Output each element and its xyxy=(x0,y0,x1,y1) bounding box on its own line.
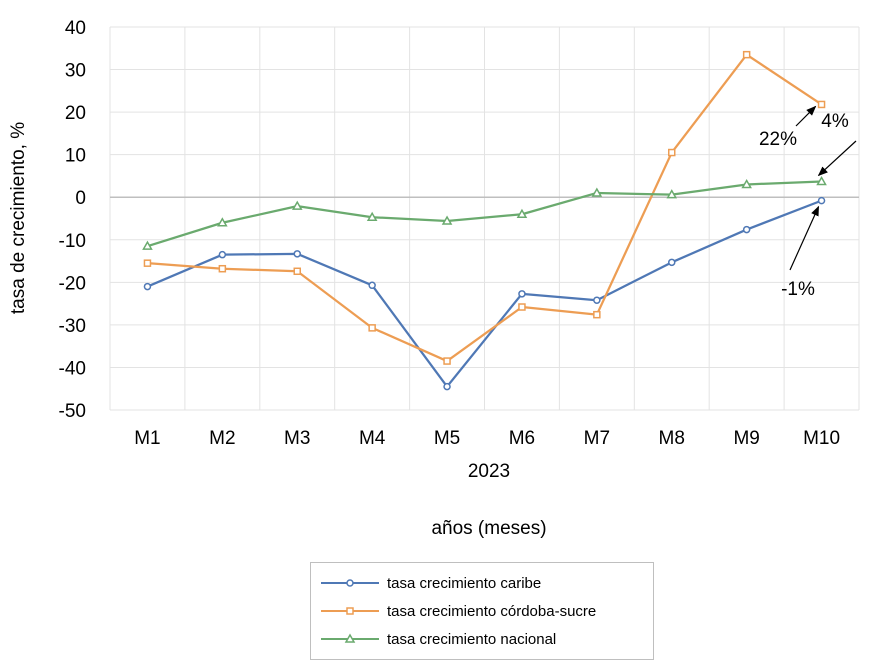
data-point xyxy=(293,267,301,276)
legend-swatch-nacional xyxy=(321,632,379,646)
data-point xyxy=(518,290,526,298)
data-point xyxy=(368,324,376,332)
data-point xyxy=(518,303,526,311)
data-point xyxy=(816,175,827,186)
y-tick-label: -10 xyxy=(59,231,86,252)
x-tick-label: M9 xyxy=(733,428,759,449)
annotation-label: 4% xyxy=(821,111,849,132)
annotation-arrow xyxy=(817,140,857,177)
y-tick-label: 30 xyxy=(65,61,86,82)
series-line xyxy=(147,53,823,363)
axes: 40 30 20 10 0 -10 -20 -30 -40 -50 M1 M2 M3 M4 M5 M6 M7 M8… xyxy=(59,18,841,449)
legend-swatch-cordoba-sucre xyxy=(321,604,379,618)
series-1 xyxy=(143,50,826,365)
series-line xyxy=(147,199,822,388)
annotations: 22% 4% -1% xyxy=(759,105,857,300)
x-tick-label: M1 xyxy=(134,428,160,449)
x-tick-label: M5 xyxy=(434,428,460,449)
data-point xyxy=(218,250,227,259)
legend-item-caribe: tasa crecimiento caribe xyxy=(321,571,541,595)
legend-label-cordoba-sucre: tasa crecimiento córdoba-sucre xyxy=(387,602,597,620)
x-axis-title: años (meses) xyxy=(431,518,546,539)
series-0 xyxy=(143,196,826,391)
data-point xyxy=(143,259,152,267)
data-point xyxy=(668,148,676,157)
y-tick-label: -50 xyxy=(59,401,86,422)
x-axis-group-label: 2023 xyxy=(468,461,510,482)
x-tick-label: M6 xyxy=(509,428,535,449)
y-tick-label: -40 xyxy=(59,358,86,379)
x-tick-label: M7 xyxy=(584,428,610,449)
data-point xyxy=(366,211,378,221)
y-tick-label: 10 xyxy=(65,146,86,167)
x-tick-label: M10 xyxy=(803,428,840,449)
data-point xyxy=(218,264,227,273)
data-point xyxy=(143,282,152,291)
data-point xyxy=(817,196,826,205)
series-group xyxy=(142,50,827,391)
series-2 xyxy=(142,175,827,250)
annotation-arrow xyxy=(795,105,817,127)
data-point xyxy=(666,189,678,199)
data-point xyxy=(368,281,376,290)
data-point xyxy=(742,225,751,234)
y-tick-label: -20 xyxy=(59,273,86,294)
y-tick-label: 40 xyxy=(65,18,86,39)
y-tick-label: 0 xyxy=(75,188,86,209)
legend-swatch-caribe xyxy=(321,576,379,590)
data-point xyxy=(441,215,453,225)
x-tick-label: M2 xyxy=(209,428,235,449)
data-point xyxy=(293,250,301,258)
data-point xyxy=(593,310,601,319)
data-point xyxy=(443,357,451,365)
data-point xyxy=(291,200,303,210)
legend-label-nacional: tasa crecimiento nacional xyxy=(387,630,557,648)
y-tick-label: -30 xyxy=(59,316,86,337)
data-point xyxy=(741,178,752,189)
y-tick-label: 20 xyxy=(65,103,86,124)
data-point xyxy=(593,296,601,304)
annotation-label: -1% xyxy=(781,279,815,300)
data-point xyxy=(516,208,528,218)
series-line xyxy=(147,180,822,248)
x-tick-label: M4 xyxy=(359,428,386,449)
data-point xyxy=(817,100,826,109)
x-tick-label: M8 xyxy=(659,428,685,449)
data-point xyxy=(443,382,451,391)
legend-label-caribe: tasa crecimiento caribe xyxy=(387,574,542,592)
legend: tasa crecimiento caribe tasa crecimiento… xyxy=(310,562,654,660)
y-axis-title: tasa de crecimiento, % xyxy=(8,122,29,314)
legend-item-cordoba-sucre: tasa crecimiento córdoba-sucre xyxy=(321,599,596,623)
x-tick-label: M3 xyxy=(284,428,310,449)
data-point xyxy=(742,50,751,59)
annotation-arrow xyxy=(789,205,820,271)
data-point xyxy=(591,187,603,197)
legend-item-nacional: tasa crecimiento nacional xyxy=(321,627,556,651)
annotation-label: 22% xyxy=(759,129,797,150)
data-point xyxy=(217,217,228,227)
data-point xyxy=(142,240,153,250)
data-point xyxy=(668,258,676,267)
